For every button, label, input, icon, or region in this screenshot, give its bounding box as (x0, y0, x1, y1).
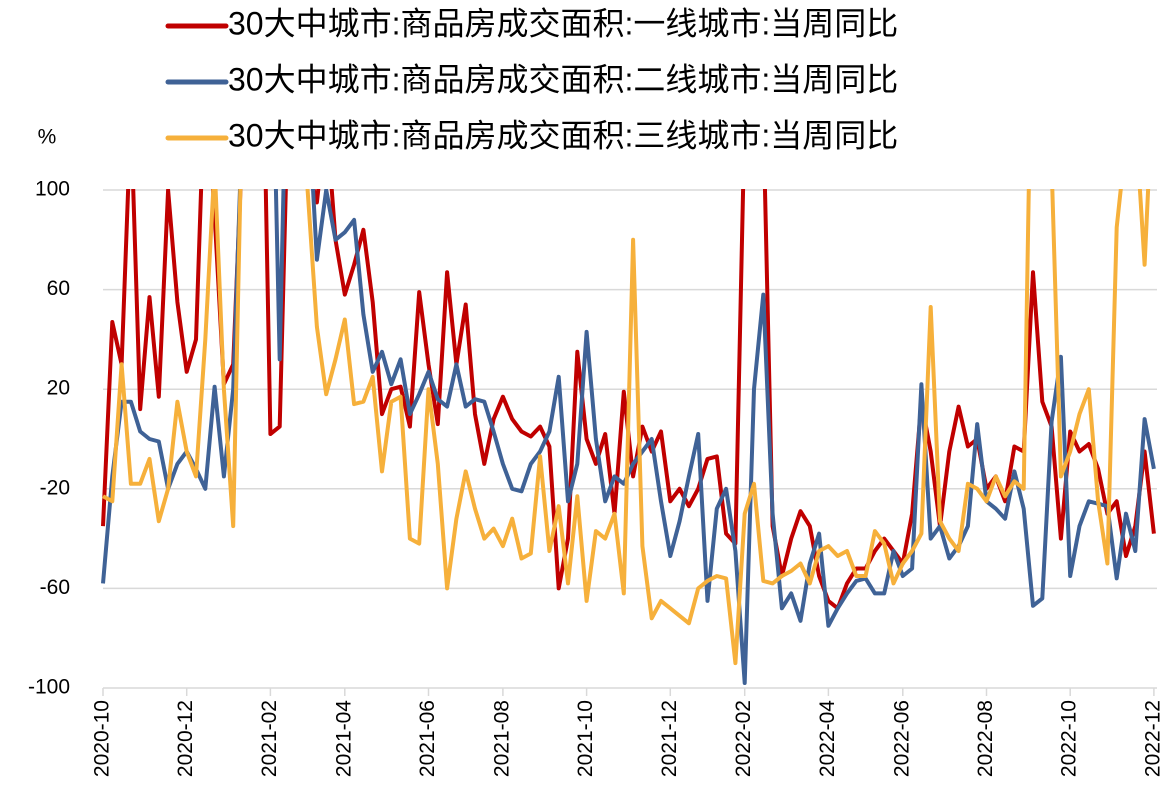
y-tick-label: -100 (28, 676, 70, 699)
x-tick-label: 2022-04 (816, 700, 839, 777)
x-tick-label: 2021-02 (258, 700, 281, 777)
x-tick-label: 2021-10 (574, 700, 597, 777)
y-tick-label: -60 (40, 576, 70, 599)
x-tick-label: 2021-08 (490, 700, 513, 777)
x-tick-label: 2022-12 (1141, 700, 1164, 777)
x-tick-label: 2022-08 (974, 700, 997, 777)
x-tick-label: 2022-02 (732, 700, 755, 777)
legend-text: 30大中城市:商品房成交面积:三线城市:当周同比 (228, 117, 898, 153)
y-tick-label: 100 (35, 178, 70, 201)
y-axis-label: % (38, 126, 57, 149)
x-tick-label: 2020-12 (174, 700, 197, 777)
x-tick-label: 2022-10 (1058, 700, 1081, 777)
legend-text: 30大中城市:商品房成交面积:二线城市:当周同比 (228, 61, 898, 97)
y-tick-label: 20 (47, 377, 70, 400)
y-tick-label: 60 (47, 277, 70, 300)
x-tick-label: 2020-10 (91, 700, 114, 777)
plot-area (101, 189, 1156, 685)
x-tick-label: 2022-06 (890, 700, 913, 777)
x-tick-label: 2021-04 (332, 700, 355, 777)
x-tick-label: 2021-12 (658, 700, 681, 777)
y-tick-label: -20 (40, 476, 70, 499)
legend-text: 30大中城市:商品房成交面积:一线城市:当周同比 (228, 5, 898, 41)
x-tick-label: 2021-06 (416, 700, 439, 777)
series-line (102, 189, 1151, 666)
